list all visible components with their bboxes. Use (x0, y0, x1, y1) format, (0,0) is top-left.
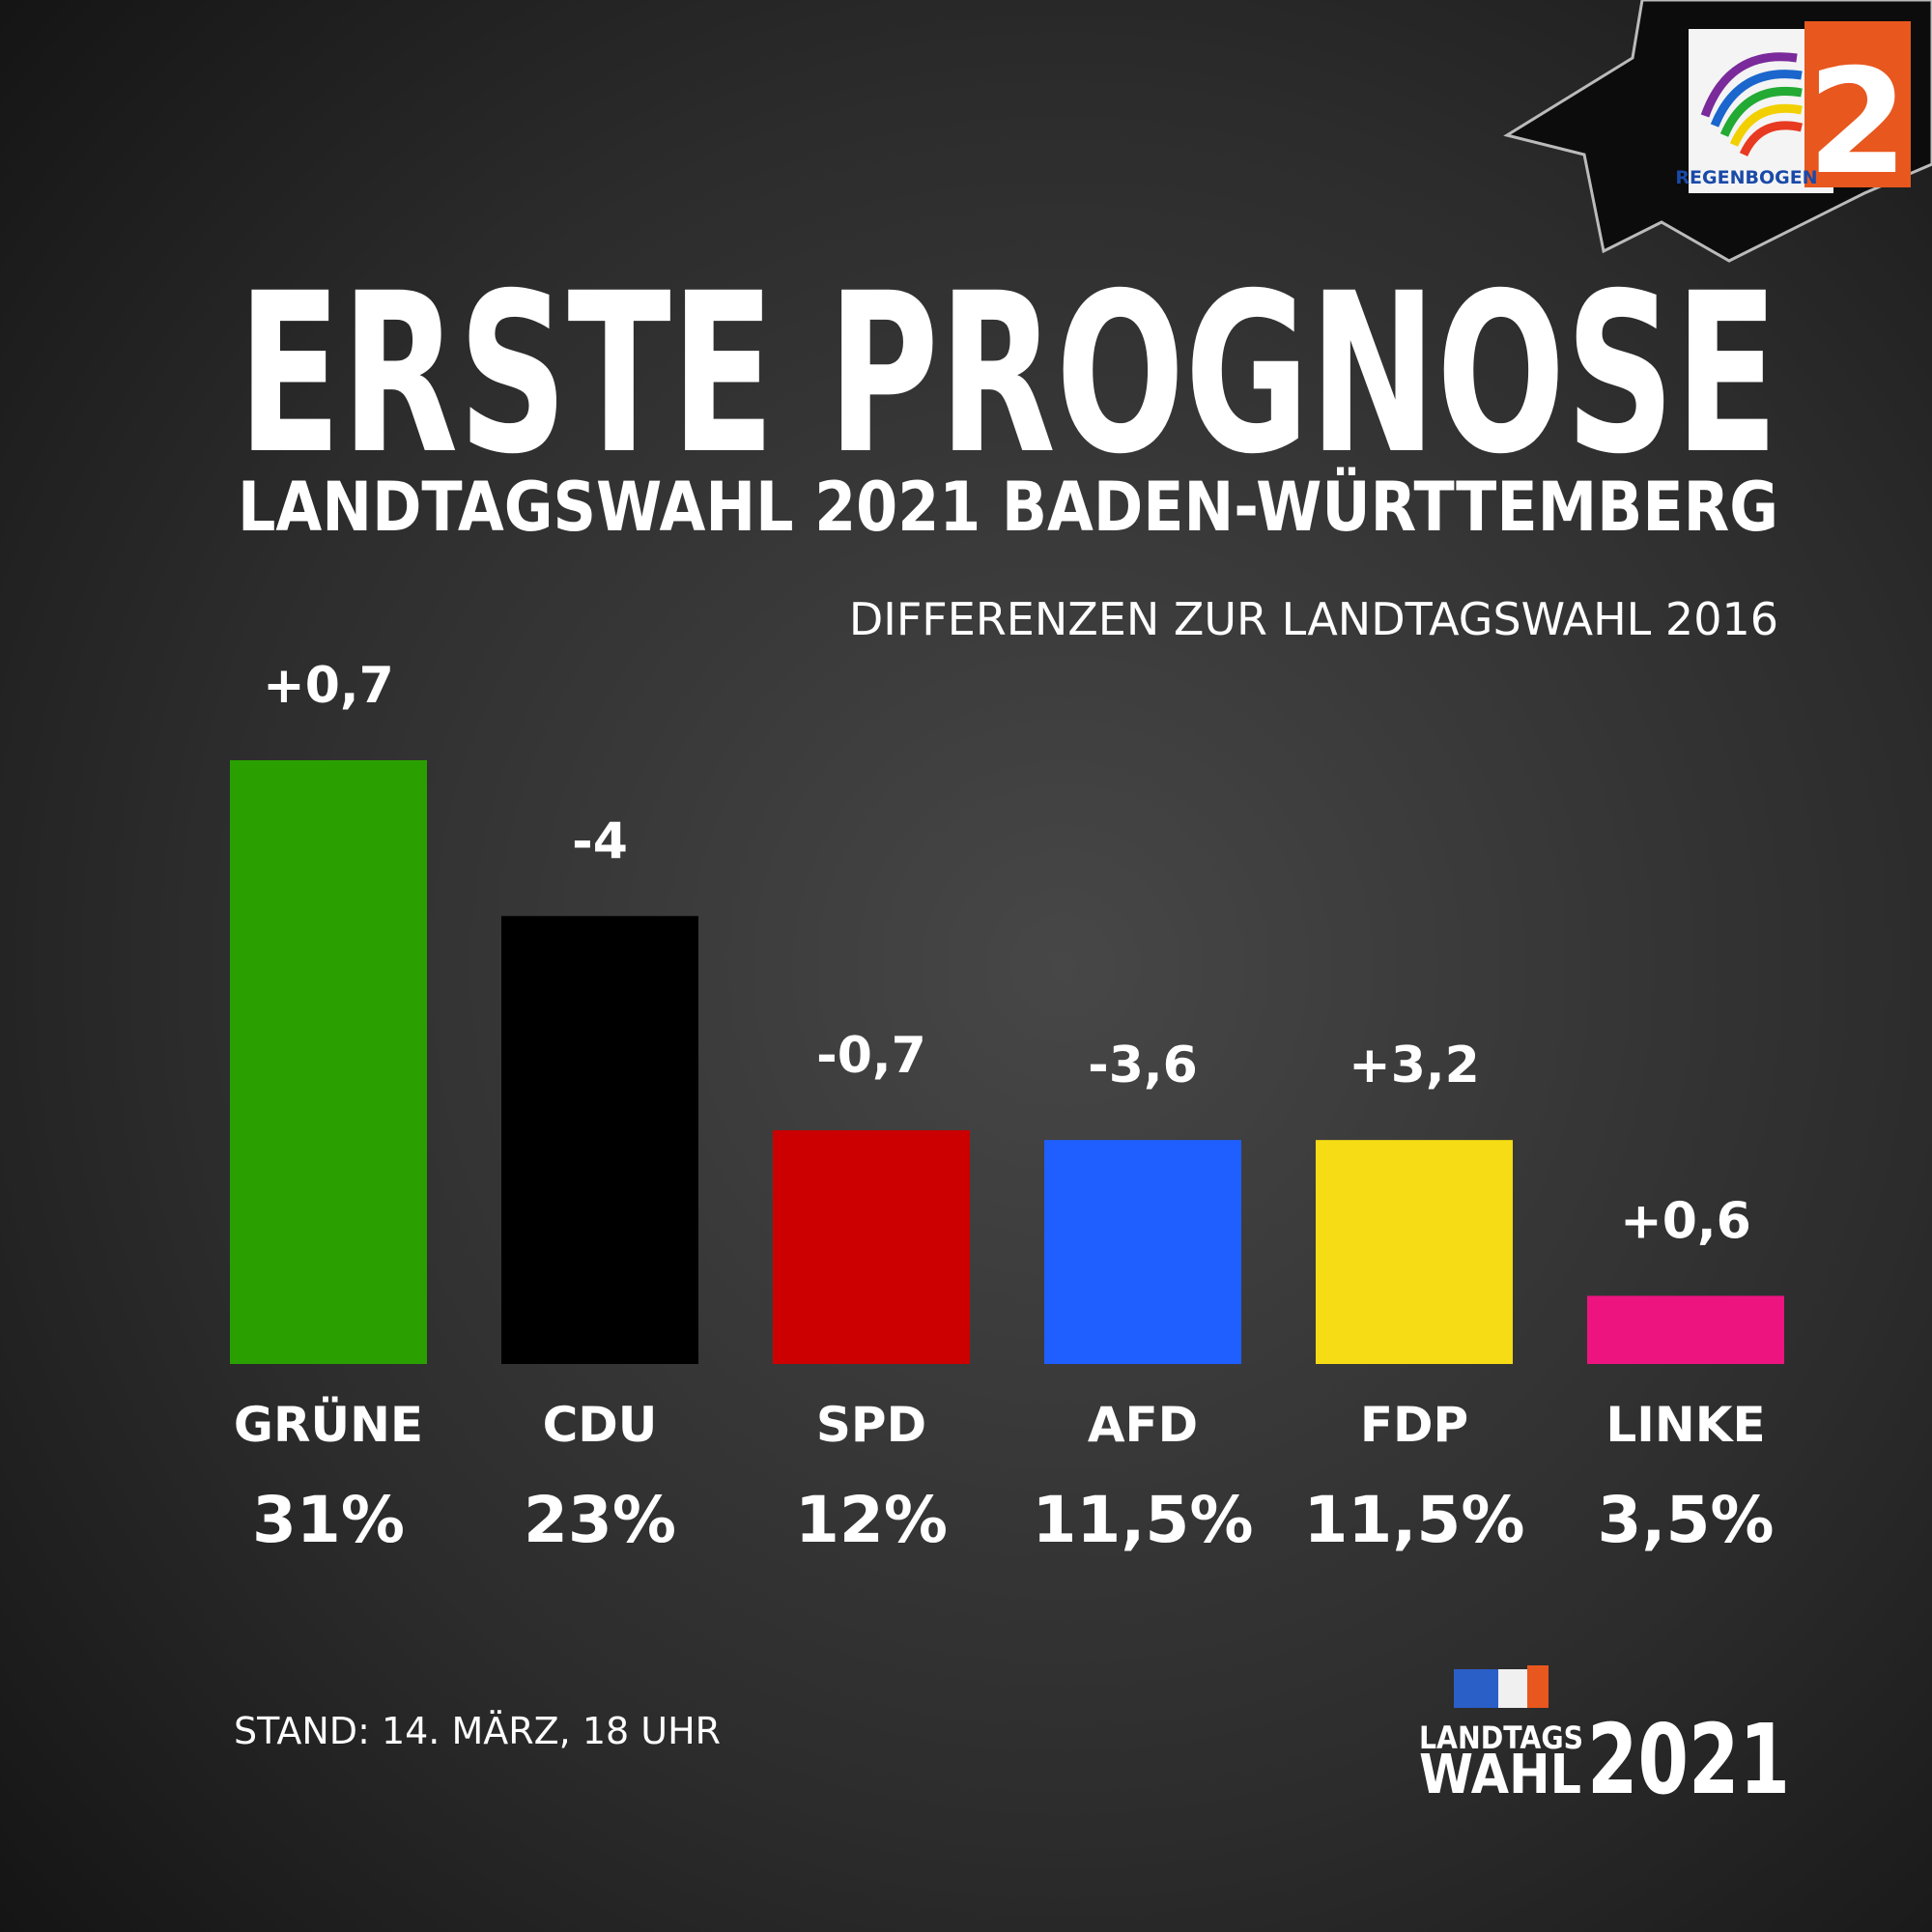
category-label: FDP (1360, 1397, 1468, 1453)
difference-label: -0,7 (816, 1027, 926, 1085)
logo-arc (1729, 103, 1803, 147)
bar (230, 760, 427, 1364)
bar (1316, 1140, 1513, 1364)
logo-arc (1719, 86, 1803, 137)
category-label: CDU (543, 1397, 658, 1453)
logo-icon (1498, 1669, 1527, 1708)
category-label: SPD (816, 1397, 926, 1453)
bar (501, 916, 698, 1364)
bar (1044, 1140, 1241, 1364)
brand-number: 2 (1807, 39, 1908, 207)
logo-orange (1804, 21, 1911, 187)
difference-label: -3,6 (1088, 1037, 1198, 1094)
stand-note: STAND: 14. MÄRZ, 18 UHR (234, 1710, 721, 1752)
bar (1587, 1295, 1784, 1364)
footer-logo: LANDTAGS WAHL 2021 (1419, 1665, 1790, 1816)
difference-label: +3,2 (1349, 1037, 1480, 1094)
logo-icon (1454, 1669, 1498, 1708)
annotation: DIFFERENZEN ZUR LANDTAGSWAHL 2016 (849, 593, 1778, 645)
category-label: AFD (1088, 1397, 1198, 1453)
logo-icon (1527, 1665, 1548, 1708)
brand-logo: REGENBOGEN 2 (1675, 21, 1911, 207)
value-label: 31% (252, 1483, 405, 1557)
logo-arc (1700, 52, 1798, 118)
category-label: GRÜNE (234, 1396, 423, 1453)
value-label: 11,5% (1304, 1483, 1525, 1557)
value-label: 11,5% (1033, 1483, 1254, 1557)
logo-year: 2021 (1587, 1703, 1790, 1816)
value-label: 3,5% (1597, 1483, 1774, 1557)
category-label: LINKE (1605, 1397, 1765, 1453)
chart-subtitle: LANDTAGSWAHL 2021 BADEN-WÜRTTEMBERG (238, 468, 1778, 547)
logo-line1: LANDTAGS (1419, 1719, 1583, 1756)
logo-arc (1710, 70, 1803, 128)
logo-arc (1739, 121, 1804, 157)
value-label: 23% (524, 1483, 676, 1557)
difference-label: -4 (572, 812, 628, 870)
chart-title: ERSTE PROGNOSE (238, 245, 1778, 502)
brand-name: REGENBOGEN (1675, 167, 1817, 188)
difference-label: +0,7 (263, 657, 394, 715)
difference-label: +0,6 (1620, 1192, 1751, 1250)
bar (773, 1130, 970, 1364)
logo-line2: WAHL (1419, 1744, 1581, 1806)
value-label: 12% (795, 1483, 948, 1557)
